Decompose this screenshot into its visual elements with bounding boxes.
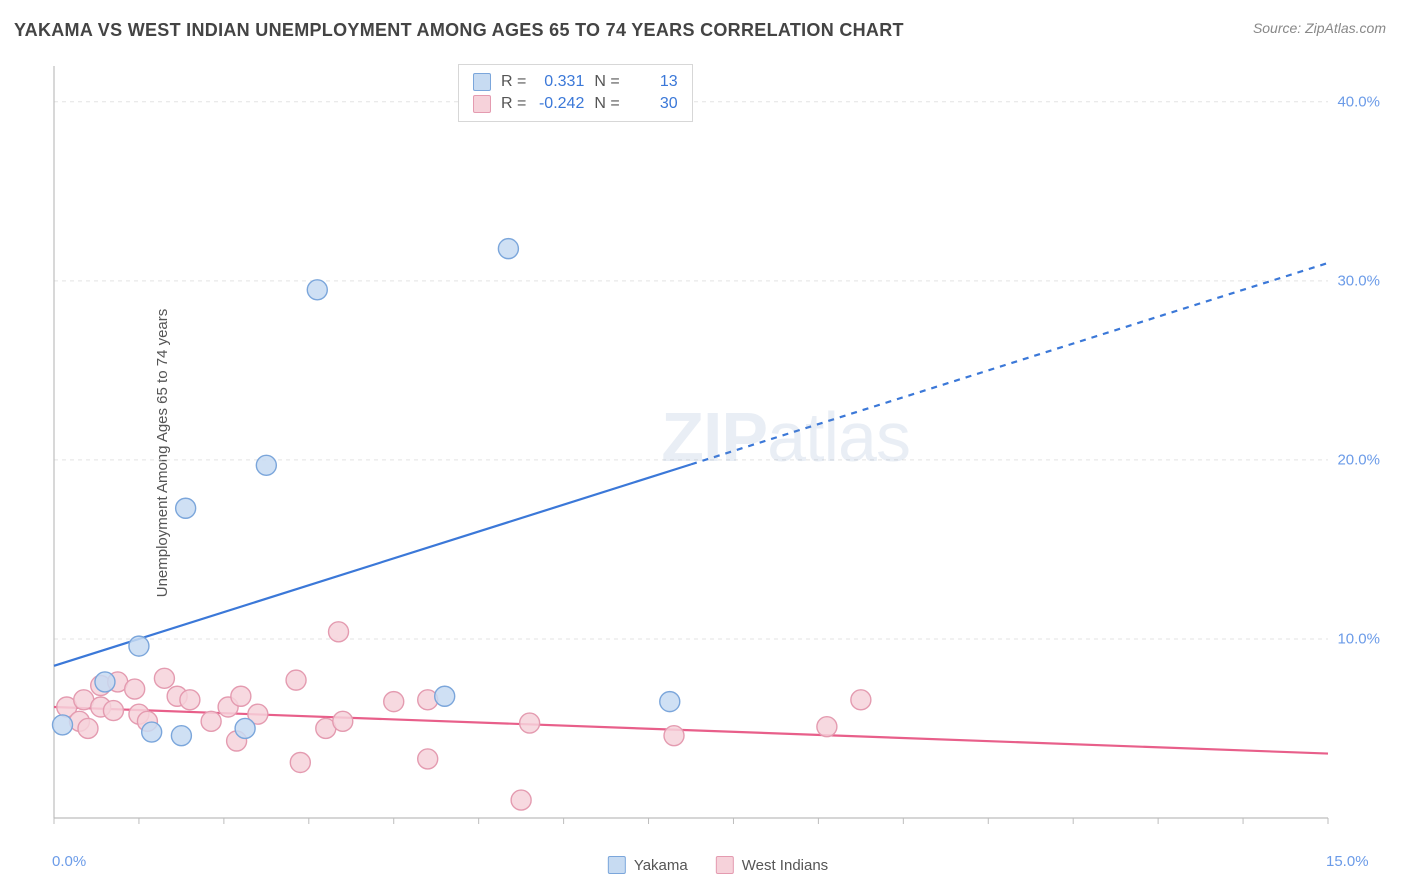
r-label: R = bbox=[501, 95, 526, 113]
swatch-yakama bbox=[473, 73, 491, 91]
n-label: N = bbox=[594, 73, 619, 91]
r-value-westindian: -0.242 bbox=[536, 95, 584, 113]
source-attribution: Source: ZipAtlas.com bbox=[1253, 20, 1386, 36]
y-tick-label: 20.0% bbox=[1337, 451, 1380, 468]
legend-item-westindian: West Indians bbox=[716, 856, 828, 874]
stats-row-westindian: R = -0.242 N = 30 bbox=[473, 93, 678, 115]
n-label: N = bbox=[594, 95, 619, 113]
n-value-yakama: 13 bbox=[630, 73, 678, 91]
scatter-plot bbox=[48, 58, 1388, 848]
n-value-westindian: 30 bbox=[630, 95, 678, 113]
legend: Yakama West Indians bbox=[608, 856, 828, 874]
y-tick-label: 10.0% bbox=[1337, 630, 1380, 647]
x-tick-label: 15.0% bbox=[1326, 853, 1369, 870]
r-label: R = bbox=[501, 73, 526, 91]
y-tick-label: 30.0% bbox=[1337, 272, 1380, 289]
header: YAKAMA VS WEST INDIAN UNEMPLOYMENT AMONG… bbox=[0, 0, 1406, 49]
chart-title: YAKAMA VS WEST INDIAN UNEMPLOYMENT AMONG… bbox=[14, 20, 904, 41]
legend-item-yakama: Yakama bbox=[608, 856, 688, 874]
swatch-westindian bbox=[473, 95, 491, 113]
legend-swatch-westindian bbox=[716, 856, 734, 874]
stats-row-yakama: R = 0.331 N = 13 bbox=[473, 71, 678, 93]
stats-box: R = 0.331 N = 13 R = -0.242 N = 30 bbox=[458, 64, 693, 122]
legend-swatch-yakama bbox=[608, 856, 626, 874]
legend-label-westindian: West Indians bbox=[742, 857, 828, 874]
x-tick-label: 0.0% bbox=[52, 853, 86, 870]
y-tick-label: 40.0% bbox=[1337, 93, 1380, 110]
legend-label-yakama: Yakama bbox=[634, 857, 688, 874]
r-value-yakama: 0.331 bbox=[536, 73, 584, 91]
chart-area: Unemployment Among Ages 65 to 74 years R… bbox=[48, 58, 1388, 848]
